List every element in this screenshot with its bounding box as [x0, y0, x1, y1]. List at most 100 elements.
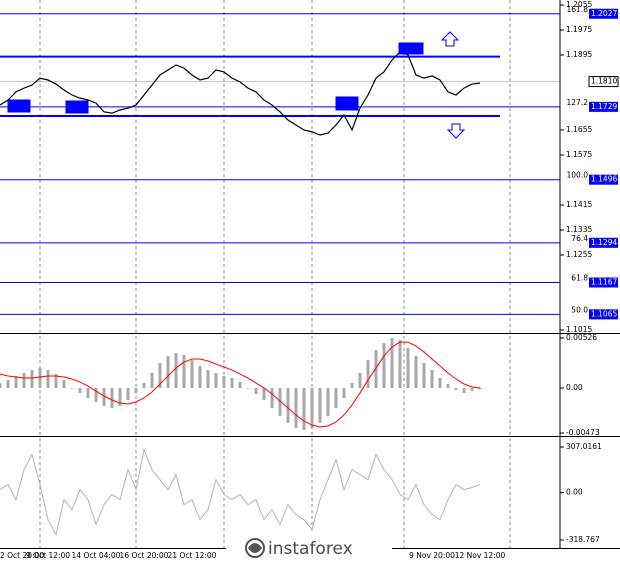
histogram-bar [94, 388, 98, 402]
series-line [0, 447, 481, 537]
histogram-bar [470, 388, 474, 392]
histogram-bar [294, 388, 298, 428]
histogram-bar [102, 388, 106, 406]
histogram-bar [262, 388, 266, 401]
histogram-bar [278, 388, 282, 416]
y-tick-label: 1.2055 [566, 0, 592, 9]
histogram-bar [246, 388, 250, 389]
x-tick-label: 9 Nov 20:00 [409, 551, 455, 560]
current-price-box [588, 76, 619, 88]
y-tick-label: 1.1655 [566, 125, 592, 134]
fib-level-name: 161.8 [567, 5, 589, 14]
direction-arrows [440, 31, 466, 139]
fib-level-name: 100.0 [567, 171, 589, 180]
histogram-bar [126, 388, 130, 401]
fib-price-label: 1.2027 [591, 9, 617, 18]
histogram-bar [174, 353, 178, 389]
histogram-bar [238, 382, 242, 389]
histogram-bar [222, 376, 226, 389]
histogram-bar [350, 382, 354, 389]
x-tick-label: 2 Oct 20:00 [0, 551, 44, 560]
x-tick-label: 21 Oct 12:00 [168, 551, 217, 560]
y-tick-label: 1.1415 [566, 200, 592, 209]
histogram-bar [54, 374, 58, 389]
current-price-label: 1.1810 [591, 77, 617, 86]
fib-price-label: 1.1167 [591, 278, 617, 287]
histogram-bar [78, 388, 82, 394]
fib-price-box [589, 309, 618, 320]
fib-price-box [589, 8, 618, 19]
y-tick-label: 0.00 [566, 488, 583, 497]
histogram-bar [158, 363, 162, 389]
histogram-bar [230, 378, 234, 389]
fib-level-name: 76.4 [571, 234, 588, 243]
fib-price-box [589, 101, 618, 112]
plot-area: 1.2055 1.1975 1.1895 1.1655 1.1575 1.1415 1.13… [0, 0, 619, 544]
histogram-bar [14, 376, 18, 389]
histogram-bar [302, 388, 306, 430]
fib-price-label: 1.1294 [591, 238, 617, 247]
histogram-bar [326, 388, 330, 416]
histogram-bar [422, 363, 426, 389]
histogram-bar [214, 372, 218, 389]
histogram-bar [398, 340, 402, 389]
histogram-bar [22, 372, 26, 389]
y-tick-label: 1.1335 [566, 225, 592, 234]
fib-price-label: 1.1496 [591, 175, 617, 184]
histogram-bar [270, 388, 274, 408]
histogram-bar [310, 388, 314, 428]
watermark-logo: instaforex [226, 533, 392, 563]
x-tick-label: 9 Oct 12:00 [26, 551, 70, 560]
series-line [0, 341, 481, 428]
histogram-bar [166, 356, 170, 389]
histogram-bar [62, 380, 66, 389]
histogram-bar [382, 343, 386, 389]
y-tick-label: 1.1575 [566, 150, 592, 159]
histogram-bar [110, 388, 114, 408]
fib-price-box [589, 174, 618, 185]
y-tick-label: -0.00473 [566, 428, 600, 437]
y-tick-label: 0.00 [566, 383, 583, 392]
histogram-bar [6, 380, 10, 389]
y-tick-label: 307.0161 [566, 442, 602, 451]
histogram-bar [342, 388, 346, 399]
fib-price-label: 1.1729 [591, 102, 617, 111]
histogram-bar [150, 372, 154, 389]
histogram-bar [190, 360, 194, 389]
histogram-bar [446, 384, 450, 389]
histogram-bar [358, 372, 362, 389]
y-tick-label: -318.767 [566, 535, 600, 544]
histogram-bar [46, 370, 50, 389]
histogram-bar [70, 388, 74, 389]
histogram-bar [318, 388, 322, 424]
fib-price-box [589, 237, 618, 248]
histogram-bar [142, 382, 146, 389]
x-tick-label: 16 Oct 20:00 [120, 551, 169, 560]
histogram-bar [182, 355, 186, 389]
histogram-bar [254, 388, 258, 395]
fib-level-name: 61.8 [571, 274, 588, 283]
y-tick-label: 1.1015 [566, 325, 592, 334]
histogram-bar [334, 388, 338, 408]
histogram-bar [286, 388, 290, 424]
histogram-bar [390, 338, 394, 389]
fib-price-box [589, 277, 618, 288]
histogram-bar [0, 382, 2, 389]
histogram-bar [406, 348, 410, 389]
y-tick-label: 1.1975 [566, 25, 592, 34]
fib-price-label: 1.1065 [591, 309, 617, 318]
histogram-bar [430, 370, 434, 389]
histogram-bar [134, 388, 138, 394]
histogram-bar [374, 350, 378, 389]
vertical-grid [39, 0, 511, 548]
watermark-text: instaforex [268, 539, 353, 559]
panel-frames [0, 0, 620, 549]
y-tick-label: 1.1895 [566, 50, 592, 59]
histogram-bar [462, 388, 466, 394]
histogram-bar [454, 388, 458, 391]
y-tick-label: 1.1255 [566, 250, 592, 259]
x-tick-label: 12 Nov 12:00 [455, 551, 506, 560]
marker-boxes [7, 42, 424, 114]
